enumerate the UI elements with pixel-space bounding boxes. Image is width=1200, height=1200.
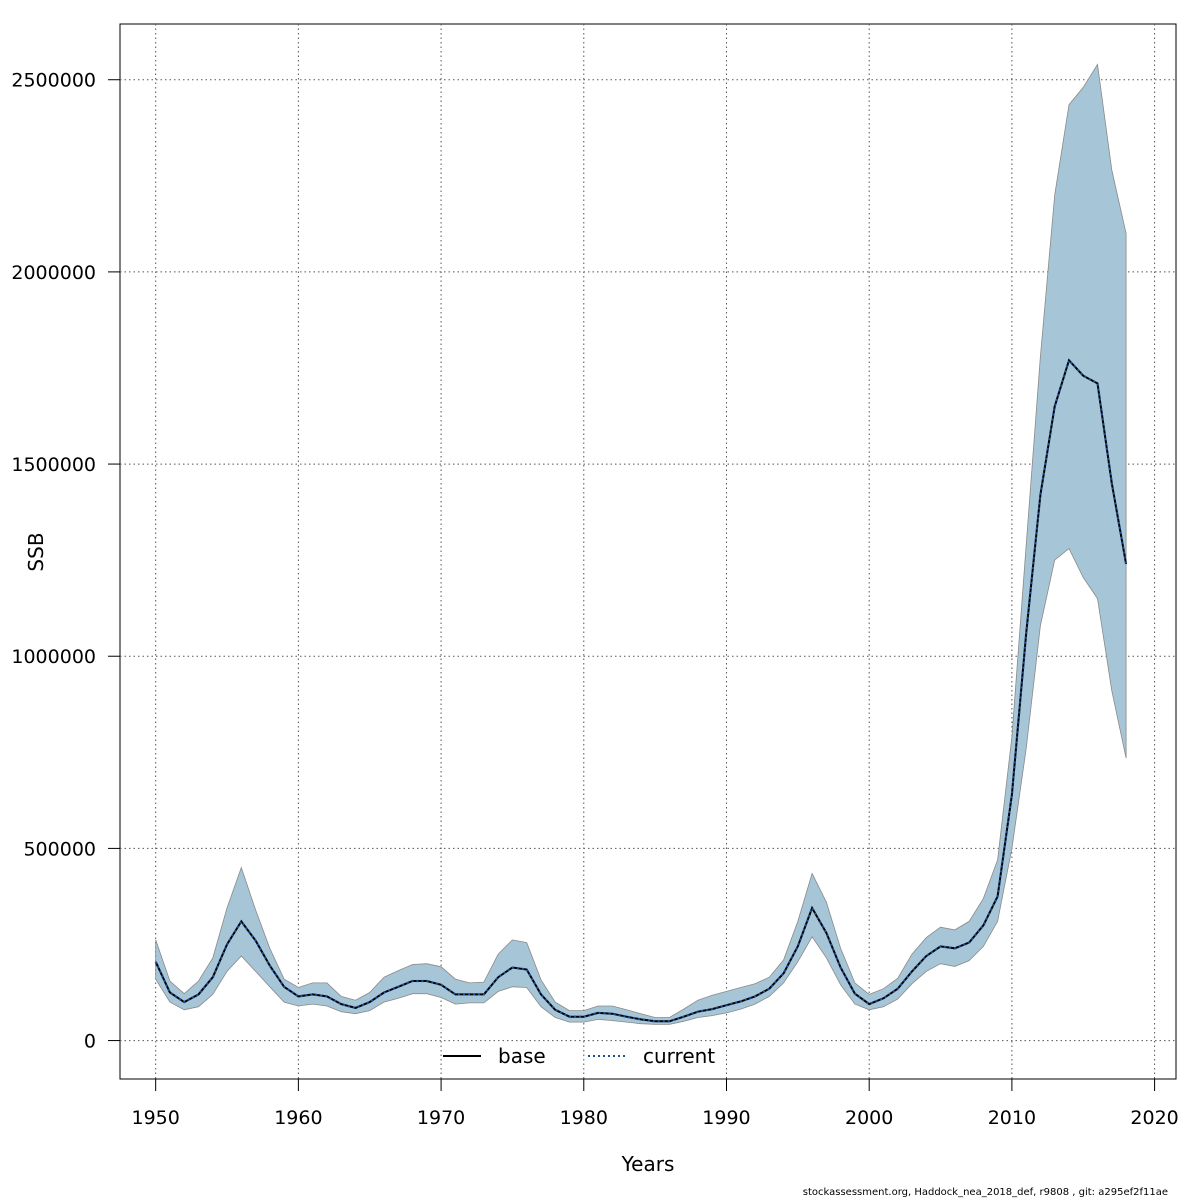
series-layer (154, 358, 1128, 1023)
y-tick-label-0: 0 (84, 1031, 96, 1053)
grid (120, 24, 1176, 1079)
legend-label-base: base (498, 1044, 546, 1068)
footer-note: stockassessment.org, Haddock_nea_2018_de… (802, 1187, 1168, 1198)
x-tick-label-1980: 1980 (560, 1107, 608, 1129)
plot-frame (119, 23, 1177, 1080)
confidence-band (155, 63, 1127, 1025)
x-tick-label-1970: 1970 (417, 1107, 465, 1129)
y-tick-label-2500000: 2500000 (11, 70, 96, 92)
x-tick-label-2010: 2010 (988, 1107, 1036, 1129)
x-tick-label-2000: 2000 (845, 1107, 893, 1129)
x-tick-label-2020: 2020 (1130, 1107, 1178, 1129)
y-tick-label-1000000: 1000000 (11, 646, 96, 668)
y-axis: 0 500000 1000000 1500000 2000000 2500000 (11, 70, 120, 1053)
y-tick-label-2000000: 2000000 (11, 262, 96, 284)
y-axis-title: SSB (24, 532, 48, 571)
x-axis: 1950 1960 1970 1980 1990 2000 2010 2020 (131, 1079, 1179, 1129)
x-tick-label-1950: 1950 (131, 1107, 179, 1129)
y-tick-label-1500000: 1500000 (11, 454, 96, 476)
y-tick-label-500000: 500000 (23, 838, 96, 860)
x-tick-label-1960: 1960 (274, 1107, 322, 1129)
legend: base current (443, 1044, 715, 1068)
x-tick-label-1990: 1990 (702, 1107, 750, 1129)
confidence-band-layer (155, 63, 1127, 1025)
legend-label-current: current (643, 1044, 715, 1068)
x-axis-title: Years (621, 1152, 675, 1176)
series-line-current (154, 358, 1128, 1023)
